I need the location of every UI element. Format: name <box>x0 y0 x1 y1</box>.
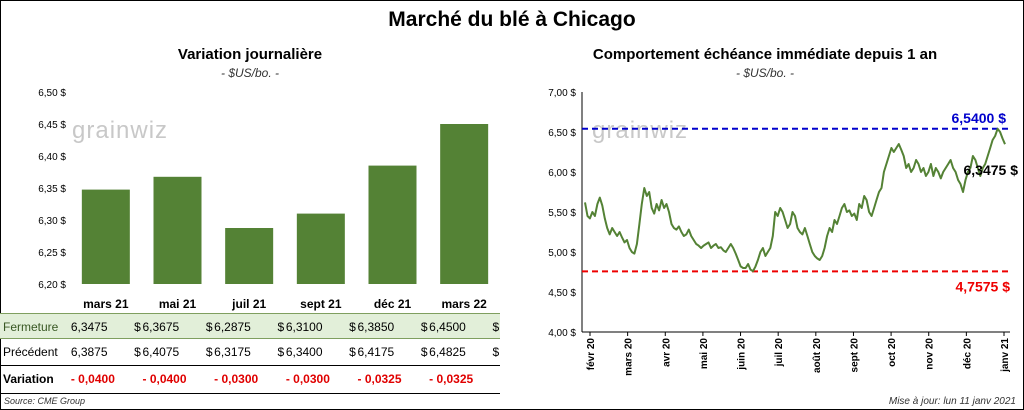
y-tick-label: 6,00 $ <box>548 168 576 179</box>
y-tick-label: 5,50 $ <box>548 208 576 219</box>
right-panel-title: Comportement échéance immédiate depuis 1… <box>592 46 938 63</box>
table-row-previous: Précédent 6,3875 $6,4075 $6,3175 $6,3400 $6,… <box>0 339 500 365</box>
cell-currency: $ <box>134 345 141 359</box>
x-tick-label: juin 20 <box>737 338 748 371</box>
y-tick-label: 6,50 $ <box>38 88 66 99</box>
table-row-close: Fermeture 6,3475 $6,3675 $6,2875 $6,3100 $6,… <box>0 313 500 339</box>
right-panel-unit: - $US/bo. - <box>735 66 795 80</box>
x-tick-label: mai 20 <box>699 338 710 370</box>
cell-value: 6,2875 <box>214 320 251 334</box>
x-tick-label: juil 20 <box>774 338 785 368</box>
high-value-label: 6,5400 $ <box>952 110 1007 126</box>
price-series-line <box>584 127 1006 273</box>
left-panel-title: Variation journalière <box>177 46 323 63</box>
cell-value: 6,3675 <box>142 320 180 334</box>
y-tick-label: 6,20 $ <box>38 280 66 291</box>
low-value-label: 4,7575 $ <box>956 278 1011 294</box>
x-tick-label: juil 21 <box>231 297 266 311</box>
front-month-line-chart: grainwiz 4,00 $ 4,50 $ 5,00 $ 5,50 $ 6,00 $ 6,… <box>548 88 1019 376</box>
left-panel-unit: - $US/bo. - <box>220 66 280 80</box>
x-tick-label: mars 22 <box>441 297 487 311</box>
cell-value: - 0,0325 <box>357 372 402 386</box>
cell-currency: $ <box>492 320 500 334</box>
bar <box>153 176 202 284</box>
x-tick-label: nov 20 <box>925 338 936 370</box>
y-tick-label: 4,00 $ <box>548 328 576 339</box>
cell-currency: $ <box>349 320 356 334</box>
row-label-variation: Variation <box>3 372 54 386</box>
bar <box>81 189 130 284</box>
x-tick-label: août 20 <box>812 338 823 373</box>
cell-currency: $ <box>349 345 356 359</box>
x-tick-label: sept 20 <box>849 338 860 373</box>
x-tick-label: déc 20 <box>962 338 973 370</box>
table-divider <box>0 365 500 366</box>
cell-value: 6,4825 <box>429 345 466 359</box>
x-tick-label: mai 21 <box>159 297 197 311</box>
x-tick-label: mars 21 <box>83 297 129 311</box>
y-tick-label: 6,40 $ <box>38 152 66 163</box>
last-value-label: 6,3475 $ <box>964 162 1019 178</box>
cell-value: 6,3100 <box>285 320 323 334</box>
y-tick-label: 6,30 $ <box>38 216 66 227</box>
x-tick-label: déc 21 <box>374 297 412 311</box>
cell-value: 6,3850 <box>357 320 395 334</box>
cell-currency: $ <box>134 320 141 334</box>
cell-value: 6,4175 <box>357 345 395 359</box>
y-tick-label: 6,35 $ <box>38 184 66 195</box>
cell-value: 6,3875 <box>70 345 108 359</box>
cell-value: - 0,0325 <box>429 372 474 386</box>
cell-currency: $ <box>205 345 213 359</box>
bar <box>440 124 489 284</box>
y-tick-label: 4,50 $ <box>548 288 576 299</box>
cell-value: - 0,0300 <box>214 372 259 386</box>
cell-value: 6,3475 <box>70 320 108 334</box>
cell-value: 6,4500 <box>429 320 466 334</box>
cell-currency: $ <box>492 345 500 359</box>
cell-currency: $ <box>277 345 285 359</box>
y-tick-label: 6,45 $ <box>38 120 66 131</box>
table-divider <box>0 393 500 394</box>
cell-currency: $ <box>420 345 428 359</box>
table-row-variation: Variation - 0,0400 - 0,0400 - 0,0300 - 0,03… <box>0 366 500 392</box>
y-tick-label: 7,00 $ <box>548 88 576 99</box>
bar <box>225 228 274 284</box>
update-timestamp: Mise à jour: lun 11 janv 2021 <box>888 396 1016 407</box>
source-note: Source: CME Group <box>4 396 86 406</box>
bar <box>296 213 345 284</box>
y-tick-label: 5,00 $ <box>548 248 576 259</box>
y-tick-label: 6,50 $ <box>548 128 576 139</box>
grainwiz-watermark: grainwiz <box>72 117 168 144</box>
x-tick-label: avr 20 <box>661 338 672 367</box>
cell-currency: $ <box>420 320 428 334</box>
bar <box>368 165 417 284</box>
cell-value: - 0,0400 <box>142 372 187 386</box>
x-tick-label: oct 20 <box>887 338 898 367</box>
row-label-previous: Précédent <box>3 345 58 359</box>
grainwiz-watermark: grainwiz <box>592 117 688 144</box>
cell-currency: $ <box>277 320 285 334</box>
cell-value: - 0,0400 <box>70 372 115 386</box>
cell-value: 6,4075 <box>142 345 180 359</box>
x-tick-label: janv 21 <box>1000 338 1011 373</box>
cell-value: 6,3175 <box>214 345 251 359</box>
cell-currency: $ <box>205 320 213 334</box>
cell-value: 6,3400 <box>285 345 323 359</box>
page-title: Marché du blé à Chicago <box>388 8 636 31</box>
row-label-close: Fermeture <box>3 320 59 334</box>
y-tick-label: 6,25 $ <box>38 248 66 259</box>
daily-change-bar-chart: grainwiz 6,20 $ 6,25 $ 6,30 $ 6,35 $ 6,40 $ 6,… <box>38 88 489 311</box>
x-tick-label: févr 20 <box>586 338 597 371</box>
x-tick-label: mars 20 <box>624 338 635 376</box>
x-tick-label: sept 21 <box>300 297 342 311</box>
cell-value: - 0,0300 <box>285 372 330 386</box>
